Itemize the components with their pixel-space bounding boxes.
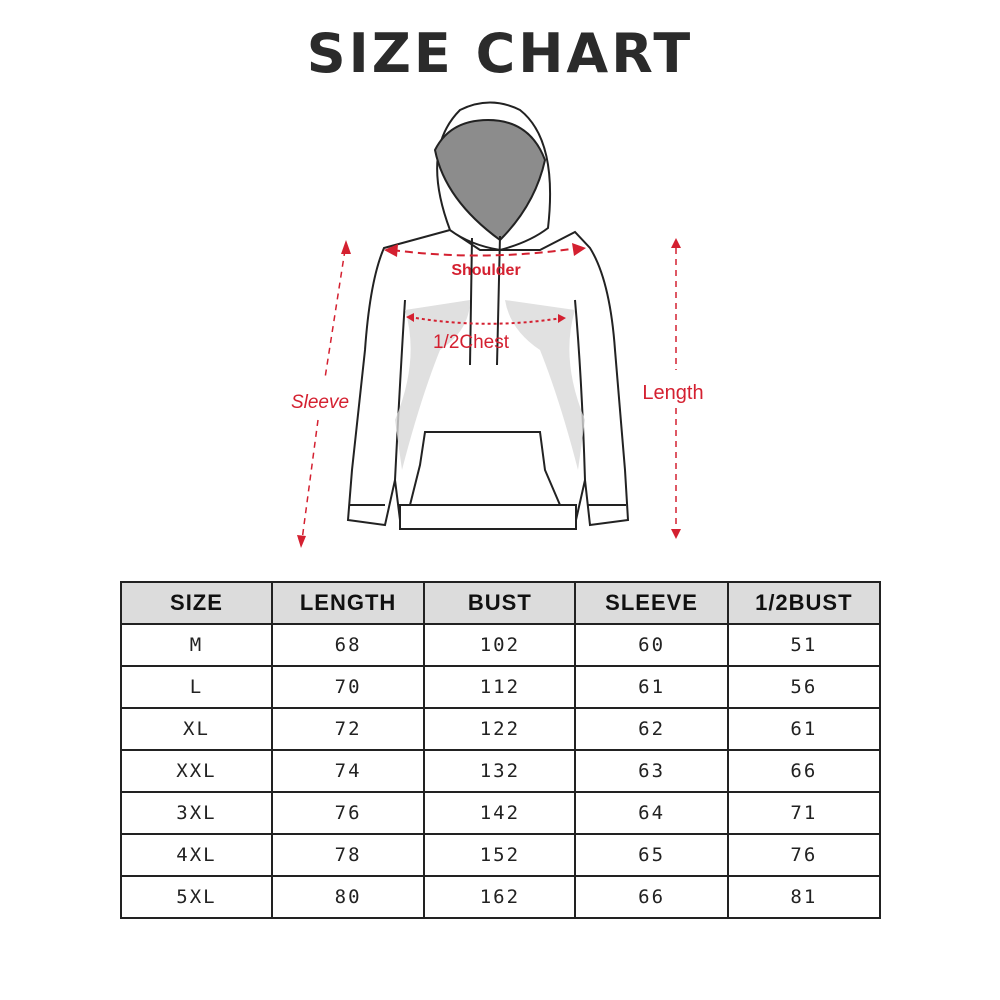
sleeve-label: Sleeve — [291, 392, 349, 413]
length-measure — [671, 238, 681, 539]
cell-length: 78 — [270, 833, 426, 877]
shoulder-label: Shoulder — [451, 262, 520, 279]
cell-half-bust: 81 — [726, 875, 882, 919]
header-length: LENGTH — [270, 581, 426, 625]
cell-bust: 122 — [423, 707, 577, 751]
shoulder-measure — [384, 243, 586, 257]
cell-length: 80 — [270, 875, 426, 919]
cell-length: 68 — [270, 623, 426, 667]
cell-size: M — [120, 623, 273, 667]
cell-length: 74 — [270, 749, 426, 793]
cell-half-bust: 66 — [726, 749, 882, 793]
cell-length: 70 — [270, 665, 426, 709]
cell-bust: 132 — [423, 749, 577, 793]
cell-half-bust: 76 — [726, 833, 882, 877]
header-size: SIZE — [120, 581, 273, 625]
table-row: XXL 74 132 63 66 — [120, 749, 882, 793]
hoodie-diagram: Shoulder 1/2Chest Sleeve Length — [291, 101, 704, 548]
cell-half-bust: 61 — [726, 707, 882, 751]
cell-size: 3XL — [120, 791, 273, 835]
cell-sleeve: 64 — [574, 791, 729, 835]
cell-bust: 162 — [423, 875, 577, 919]
table-row: 4XL 78 152 65 76 — [120, 833, 882, 877]
sleeve-measure — [297, 240, 351, 548]
header-half-bust: 1/2BUST — [726, 581, 882, 625]
table-row: L 70 112 61 56 — [120, 665, 882, 709]
cell-size: 4XL — [120, 833, 273, 877]
length-label: Length — [642, 382, 703, 404]
cell-sleeve: 61 — [574, 665, 729, 709]
chest-measure — [406, 313, 566, 325]
cell-sleeve: 65 — [574, 833, 729, 877]
page-title: SIZE CHART — [306, 22, 694, 85]
cell-bust: 152 — [423, 833, 577, 877]
header-sleeve: SLEEVE — [574, 581, 729, 625]
cell-length: 76 — [270, 791, 426, 835]
table-row: M 68 102 60 51 — [120, 623, 882, 667]
table-row: 5XL 80 162 66 81 — [120, 875, 882, 919]
cell-size: XXL — [120, 749, 273, 793]
cell-bust: 102 — [423, 623, 577, 667]
cell-size: 5XL — [120, 875, 273, 919]
shadow — [395, 300, 585, 470]
cell-length: 72 — [270, 707, 426, 751]
table-header-row: SIZE LENGTH BUST SLEEVE 1/2BUST — [120, 581, 882, 625]
cell-half-bust: 71 — [726, 791, 882, 835]
cell-bust: 142 — [423, 791, 577, 835]
cell-sleeve: 63 — [574, 749, 729, 793]
cell-half-bust: 51 — [726, 623, 882, 667]
cell-size: L — [120, 665, 273, 709]
hoodie-illustration — [346, 101, 630, 530]
header-bust: BUST — [423, 581, 577, 625]
cell-half-bust: 56 — [726, 665, 882, 709]
cell-sleeve: 62 — [574, 707, 729, 751]
table-row: XL 72 122 62 61 — [120, 707, 882, 751]
cell-bust: 112 — [423, 665, 577, 709]
chest-label: 1/2Chest — [433, 332, 510, 353]
table-row: 3XL 76 142 64 71 — [120, 791, 882, 835]
cell-sleeve: 66 — [574, 875, 729, 919]
cell-size: XL — [120, 707, 273, 751]
size-table: SIZE LENGTH BUST SLEEVE 1/2BUST M 68 102 60… — [120, 581, 882, 919]
cell-sleeve: 60 — [574, 623, 729, 667]
